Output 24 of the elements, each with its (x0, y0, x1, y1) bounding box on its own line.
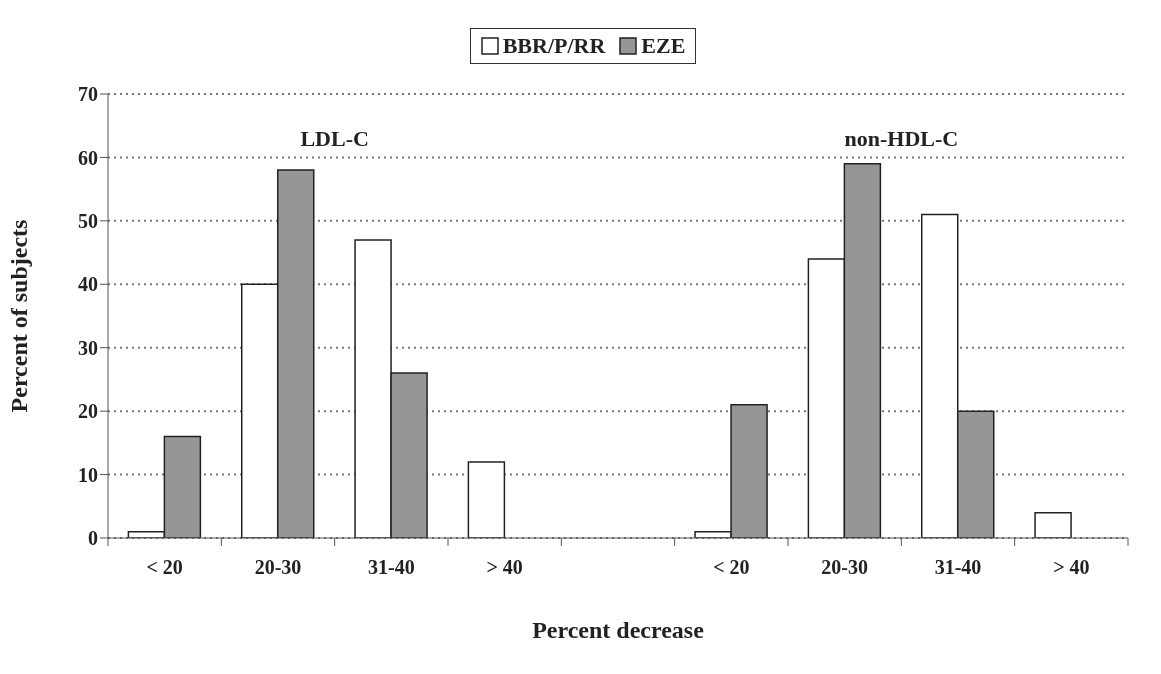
x-tick-label: 31-40 (934, 556, 982, 578)
y-tick-label: 40 (78, 273, 98, 296)
y-tick-label: 70 (78, 83, 98, 106)
x-tick-label: > 40 (1053, 556, 1090, 578)
x-tick-label: > 40 (486, 556, 523, 578)
y-tick-label: 10 (78, 463, 98, 486)
x-tick-label: 31-40 (368, 556, 415, 578)
y-tick-label: 50 (78, 209, 98, 232)
y-tick-label: 60 (78, 146, 98, 169)
y-tick-label: 0 (88, 527, 98, 550)
y-axis-title: Percent of subjects (5, 219, 32, 413)
x-tick-label: < 20 (146, 556, 183, 578)
x-axis-title: Percent decrease (532, 617, 705, 643)
annotation: non-HDL-C (843, 126, 960, 152)
x-tick-label: < 20 (713, 556, 750, 578)
bar (1034, 511, 1072, 538)
bar (467, 461, 506, 538)
legend-label: EZE (641, 33, 686, 59)
x-tick-label: 20-30 (821, 556, 868, 578)
x-tick-label: 20-30 (254, 556, 302, 578)
y-tick-label: 30 (78, 336, 98, 359)
annotation: LDL-C (299, 126, 370, 152)
legend-label: BBR/P/RR (502, 33, 606, 59)
y-tick-label: 20 (78, 400, 98, 423)
